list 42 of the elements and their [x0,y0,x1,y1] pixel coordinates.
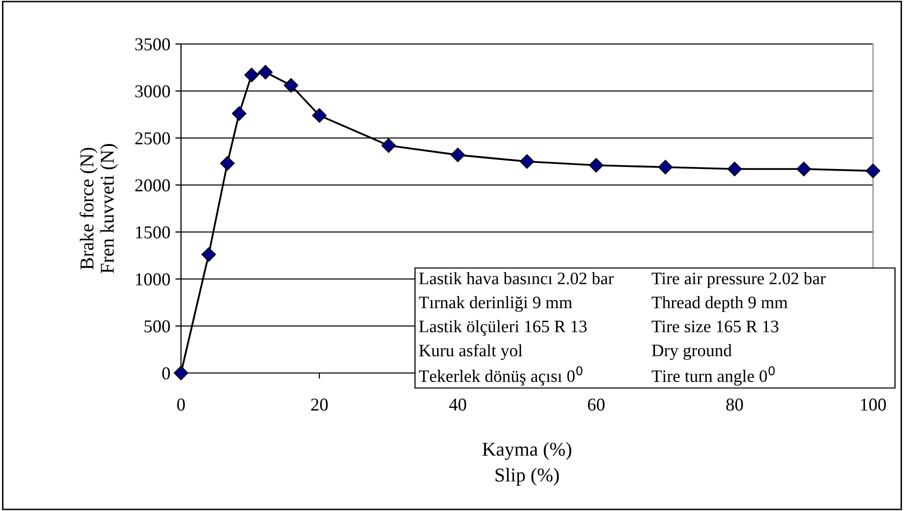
y-axis-title: Brake force (N) Fren kuvveti (N) [80,144,118,274]
y-tick-label: 3000 [135,85,170,98]
point [284,78,298,93]
annotation: Lastik hava basıncı 2.02 bar [419,272,614,284]
x-tick-label: 0 [177,398,185,411]
x-tick-label: 80 [726,398,743,411]
point [796,162,812,176]
y-tick-label: 2000 [135,179,170,192]
point [658,160,673,174]
point [866,164,880,178]
x-tick-label: 40 [449,398,466,411]
annotation: Tire air pressure 2.02 bar [652,272,826,288]
x-tick-label: 20 [311,398,328,411]
point [588,158,604,173]
y-tick-label: 500 [144,320,170,332]
point [450,148,466,162]
point [258,64,273,80]
point [201,247,216,262]
point [520,154,534,169]
annotation: Dry ground [652,344,732,360]
annotation: Thread depth 9 mm [652,296,788,312]
point [312,108,327,123]
x-tick-label: 60 [588,398,605,411]
annotation: Tire turn angle 0$^{0}$ [652,366,775,386]
annotation: Tırnak derinliği 9 mm [418,296,572,312]
x-tick-label: 100 [861,398,886,411]
point [174,366,188,380]
annotation: Lastik ölçüleri 165 R 13 [419,320,587,336]
annotation: Tire size 165 R 13 [652,320,778,332]
y-tick-label: 2500 [135,132,170,144]
x-axis-title: Kayma (%) Slip (%) [482,442,572,486]
point [220,156,235,171]
y-tick-label: 1000 [136,273,170,286]
point [232,106,246,121]
point [381,138,396,153]
point [244,68,259,82]
annotation: Tekerlek dönüş açısı 0$^{0}$ [418,366,582,386]
y-tick-label: 1500 [136,226,170,238]
y-tick-label: 3500 [135,38,170,50]
point [727,162,742,176]
y-tick-label: 0 [162,367,170,380]
annotation: Kuru asfalt yol [419,344,522,360]
